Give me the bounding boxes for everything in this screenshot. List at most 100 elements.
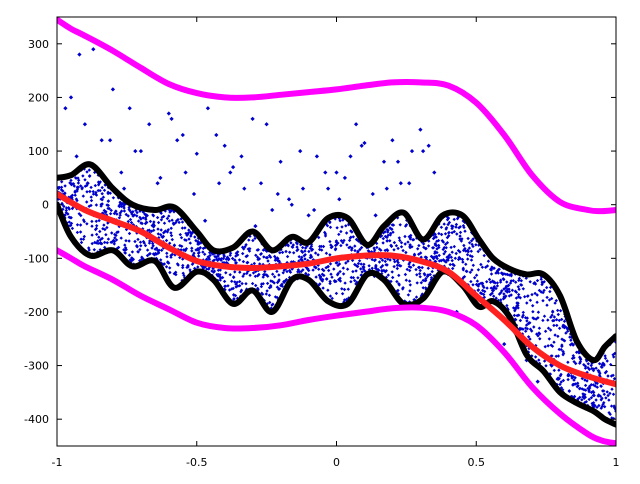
scatter-point: [85, 190, 89, 194]
scatter-point: [262, 255, 266, 259]
scatter-point: [97, 218, 101, 223]
scatter-point: [233, 270, 237, 274]
scatter-point: [80, 187, 84, 191]
scatter-point: [476, 268, 481, 272]
scatter-point: [473, 276, 477, 280]
outer-upper-line: [57, 17, 616, 215]
scatter-point: [432, 170, 437, 175]
scatter-point: [99, 138, 104, 143]
scatter-point: [426, 244, 431, 248]
scatter-point: [89, 185, 93, 190]
scatter-point: [537, 326, 542, 330]
scatter-point: [105, 225, 109, 230]
scatter-point: [323, 170, 328, 175]
scatter-point: [245, 254, 249, 258]
scatter-point: [94, 219, 98, 223]
scatter-point: [307, 249, 311, 254]
scatter-point: [224, 271, 228, 275]
scatter-point: [398, 181, 403, 186]
scatter-point: [411, 238, 415, 242]
scatter-point: [542, 314, 547, 318]
scatter-point: [153, 247, 157, 251]
scatter-point: [95, 224, 99, 228]
scatter-point: [516, 285, 520, 289]
scatter-point: [128, 217, 133, 222]
scatter-point: [89, 198, 94, 203]
scatter-point: [139, 244, 143, 248]
scatter-point: [345, 267, 350, 271]
scatter-point: [161, 262, 165, 266]
scatter-point: [391, 275, 395, 280]
scatter-point: [266, 259, 270, 263]
scatter-point: [480, 265, 485, 269]
scatter-point: [101, 195, 106, 199]
scatter-point: [270, 207, 275, 213]
scatter-point: [373, 213, 378, 218]
x-tick-label: -0.5: [186, 456, 207, 469]
scatter-point: [241, 259, 246, 264]
scatter-point: [586, 362, 590, 366]
scatter-point: [367, 264, 371, 268]
scatter-point: [334, 291, 339, 296]
scatter-point: [75, 185, 79, 189]
scatter-point: [359, 267, 363, 271]
scatter-point: [128, 258, 132, 262]
scatter-point: [395, 266, 399, 271]
scatter-point: [584, 388, 588, 392]
scatter-point: [528, 280, 532, 284]
envelope-upper-line: [57, 161, 616, 364]
axes-layer: -1 -0.5 0 0.5 1 300 200 100 0 -100 -200 -300 -400: [24, 17, 620, 469]
scatter-point: [230, 279, 234, 283]
scatter-point: [514, 290, 519, 294]
scatter-point: [118, 213, 122, 217]
scatter-point: [531, 310, 535, 314]
scatter-point: [502, 292, 506, 296]
scatter-point: [152, 220, 156, 224]
scatter-point: [235, 280, 239, 284]
scatter-point: [189, 234, 193, 238]
scatter-point: [356, 276, 360, 280]
scatter-point: [314, 275, 318, 279]
scatter-point: [303, 249, 307, 253]
scatter-point: [91, 47, 96, 52]
scatter-point: [403, 242, 407, 246]
scatter-point: [552, 318, 556, 323]
scatter-point: [360, 270, 364, 274]
scatter-point: [133, 148, 138, 154]
scatter-point: [524, 329, 528, 333]
scatter-point: [236, 284, 240, 288]
scatter-point: [98, 188, 102, 193]
scatter-point: [76, 181, 81, 185]
scatter-point: [288, 250, 292, 254]
scatter-point: [311, 268, 315, 272]
scatter-point: [447, 220, 452, 225]
scatter-point: [90, 224, 94, 228]
scatter-point: [95, 232, 99, 237]
scatter-point: [102, 188, 107, 192]
scatter-point: [442, 245, 446, 250]
scatter-point: [548, 289, 552, 294]
scatter-point: [119, 236, 123, 240]
scatter-point: [239, 154, 244, 159]
scatter-point: [381, 236, 385, 241]
scatter-point: [603, 356, 608, 360]
scatter-point: [239, 288, 244, 292]
scatter-point: [396, 246, 400, 251]
scatter-point: [466, 257, 470, 261]
scatter-point: [258, 181, 264, 186]
scatter-point: [77, 52, 82, 57]
scatter-point: [545, 285, 549, 290]
scatter-point: [511, 279, 515, 283]
scatter-point: [145, 253, 150, 258]
scatter-point: [451, 266, 455, 271]
scatter-point: [155, 181, 160, 186]
scatter-point: [136, 250, 140, 254]
scatter-point: [328, 294, 333, 298]
scatter-point: [561, 378, 566, 383]
scatter-point: [599, 384, 603, 388]
scatter-point: [596, 368, 600, 373]
scatter-point: [241, 274, 245, 278]
scatter-point: [180, 132, 185, 138]
scatter-point: [75, 223, 80, 227]
scatter-point: [505, 280, 509, 284]
